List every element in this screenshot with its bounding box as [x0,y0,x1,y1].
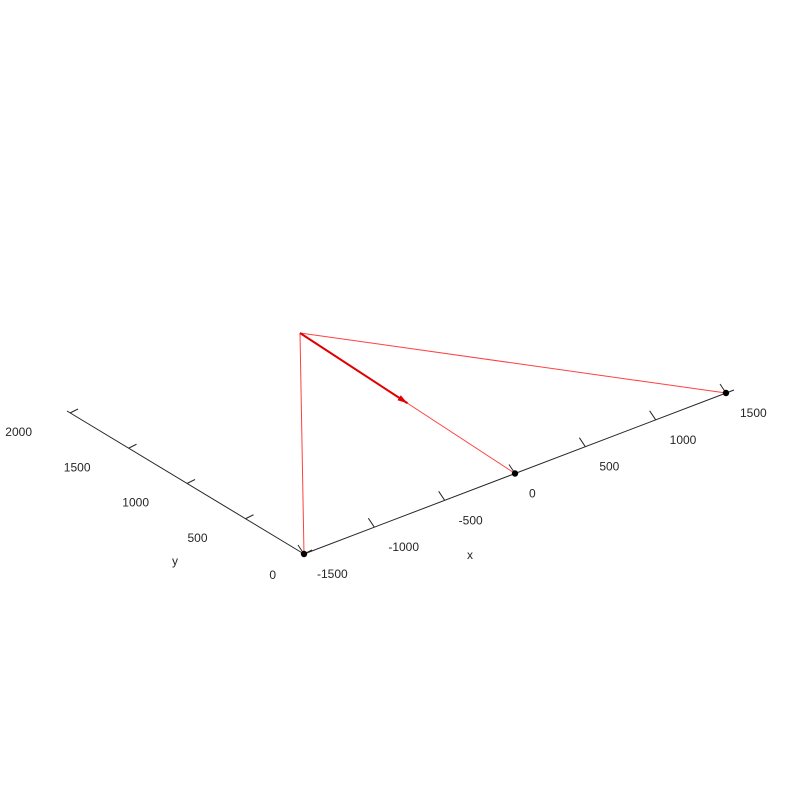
y-tick-label: 1500 [64,460,91,474]
x-tick-label: -500 [459,513,483,527]
y-tick [128,443,137,449]
y-tick-label: 2000 [5,425,32,439]
x-tick-label: 0 [529,487,536,501]
data-point [300,550,308,558]
x-tick-label: -1500 [317,567,348,581]
y-tick [69,408,79,414]
y-tick-label: 1000 [122,496,149,510]
series-group [299,332,727,555]
x-tick [438,491,446,501]
data-point [722,389,730,397]
y-tick [186,479,196,484]
x-axis-label: x [467,548,473,562]
y-axis-line [66,410,305,555]
y-tick [245,514,254,520]
y-tick-label: 0 [269,568,276,582]
arrow-head [397,395,408,404]
markers-group [300,389,730,558]
y-axis-label: y [172,554,178,568]
x-tick [649,410,657,421]
x-tick-label: -1000 [388,540,419,554]
x-tick-label: 1000 [670,433,697,447]
data-point [511,470,519,477]
series-line [299,332,727,394]
x-tick-label: 500 [599,460,619,474]
x-tick-label: 1500 [740,406,767,420]
y-tick-label: 500 [187,531,207,545]
x-axis-line [303,389,735,555]
axes-group: -1500 -1000 -500 0 500 1000 1500 0 500 1000 1500 20… [5,383,767,582]
arrow-shaft [299,332,409,405]
x-tick [578,437,586,447]
series-line [299,332,305,555]
x-tick [367,517,375,528]
